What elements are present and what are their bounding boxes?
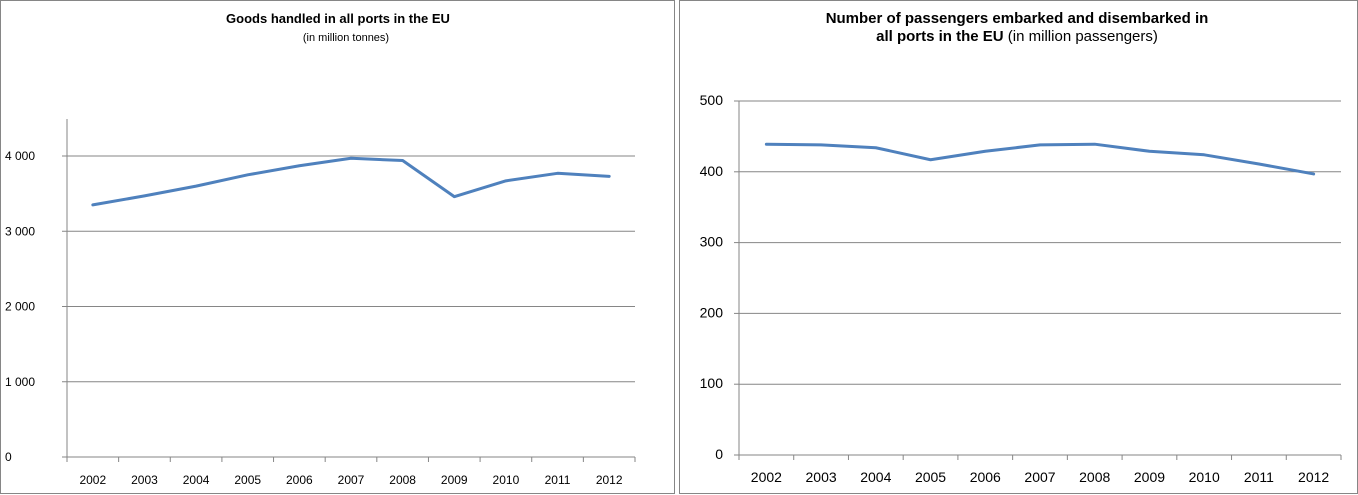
x-tick-label: 2003 — [131, 473, 158, 487]
y-tick-label: 3 000 — [5, 224, 35, 238]
data-point — [984, 150, 987, 153]
x-tick-label: 2009 — [1134, 469, 1165, 485]
passengers-chart-title-line1: Number of passengers embarked and disemb… — [826, 10, 1209, 27]
x-tick-label: 2003 — [806, 469, 837, 485]
y-tick-label: 4 000 — [5, 149, 35, 163]
data-point — [298, 164, 301, 167]
x-tick-label: 2008 — [1079, 469, 1110, 485]
x-tick-label: 2007 — [338, 473, 365, 487]
x-tick-label: 2005 — [234, 473, 261, 487]
data-point — [143, 194, 146, 198]
data-point — [1202, 153, 1206, 157]
goods-chart-panel: Goods handled in all ports in the EU (in… — [0, 0, 675, 494]
data-point — [401, 159, 404, 162]
data-point — [1038, 143, 1042, 147]
x-tick-label: 2005 — [915, 469, 946, 485]
data-point — [819, 143, 823, 147]
x-tick-label: 2002 — [751, 469, 782, 485]
passengers-chart-panel: Number of passengers embarked and disemb… — [679, 0, 1358, 494]
passengers-chart: Number of passengers embarked and disemb… — [700, 10, 1342, 485]
series-line — [764, 142, 1316, 176]
data-point — [765, 142, 768, 146]
x-tick-label: 2012 — [596, 473, 623, 487]
x-tick-label: 2004 — [860, 469, 891, 485]
y-tick-label: 1 000 — [5, 375, 35, 389]
data-point — [874, 146, 878, 149]
data-point — [91, 203, 95, 207]
y-tick-label: 2 000 — [5, 300, 35, 314]
data-point — [929, 158, 932, 161]
goods-chart-title: Goods handled in all ports in the EU — [226, 11, 450, 26]
y-tick-label: 300 — [700, 234, 724, 250]
x-tick-label: 2011 — [545, 473, 571, 487]
x-tick-label: 2006 — [970, 469, 1001, 485]
y-tick-label: 200 — [700, 304, 724, 320]
goods-chart-subtitle: (in million tonnes) — [303, 32, 389, 44]
y-tick-label: 100 — [700, 375, 724, 391]
data-point — [453, 195, 456, 198]
data-point — [556, 172, 559, 175]
x-tick-label: 2010 — [493, 473, 520, 487]
x-tick-label: 2008 — [389, 473, 416, 487]
series-line — [91, 156, 611, 207]
data-point — [1093, 142, 1096, 146]
y-tick-label: 400 — [700, 163, 724, 179]
data-point — [1257, 162, 1261, 166]
x-tick-label: 2006 — [286, 473, 313, 487]
x-tick-label: 2009 — [441, 473, 468, 487]
x-tick-label: 2004 — [183, 473, 210, 487]
data-point — [246, 173, 249, 177]
x-tick-label: 2012 — [1298, 469, 1329, 485]
data-point — [607, 175, 611, 178]
x-tick-label: 2007 — [1024, 469, 1055, 485]
y-tick-label: 0 — [715, 446, 723, 462]
passengers-chart-title-line2: all ports in the EU (in million passenge… — [876, 28, 1158, 45]
data-point — [194, 184, 198, 188]
passengers-chart-title-rest: (in million passengers) — [1004, 28, 1158, 45]
goods-chart: Goods handled in all ports in the EU (in… — [5, 11, 636, 487]
y-tick-label: 500 — [700, 92, 724, 108]
passengers-chart-title-bold: all ports in the EU — [876, 28, 1004, 45]
data-point — [1148, 150, 1151, 153]
y-tick-label: 0 — [5, 450, 12, 464]
data-point — [349, 157, 353, 160]
data-point — [504, 179, 508, 183]
x-tick-label: 2011 — [1244, 469, 1274, 485]
x-tick-label: 2010 — [1189, 469, 1220, 485]
data-point — [1312, 172, 1315, 176]
x-tick-label: 2002 — [79, 473, 106, 487]
